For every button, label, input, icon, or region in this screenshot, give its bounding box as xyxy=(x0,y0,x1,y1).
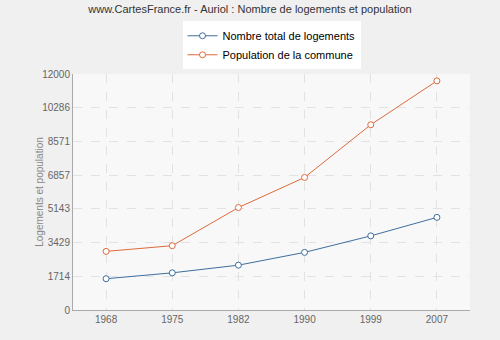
svg-text:5143: 5143 xyxy=(48,203,71,214)
svg-text:1999: 1999 xyxy=(360,314,383,325)
svg-text:www.CartesFrance.fr - Auriol :: www.CartesFrance.fr - Auriol : Nombre de… xyxy=(87,3,411,15)
svg-text:8571: 8571 xyxy=(48,136,71,147)
svg-text:3429: 3429 xyxy=(48,237,71,248)
svg-text:1714: 1714 xyxy=(48,271,71,282)
svg-text:2007: 2007 xyxy=(426,314,449,325)
svg-text:1975: 1975 xyxy=(161,314,184,325)
svg-text:1990: 1990 xyxy=(293,314,316,325)
svg-text:1982: 1982 xyxy=(227,314,250,325)
svg-text:Logements et population: Logements et population xyxy=(34,137,45,247)
svg-text:0: 0 xyxy=(64,305,70,316)
svg-text:6857: 6857 xyxy=(48,170,71,181)
svg-text:12000: 12000 xyxy=(42,69,70,80)
svg-text:10286: 10286 xyxy=(42,102,70,113)
svg-text:Nombre total de logements: Nombre total de logements xyxy=(223,30,356,42)
svg-text:Population de la commune: Population de la commune xyxy=(223,49,353,61)
svg-text:1968: 1968 xyxy=(95,314,118,325)
